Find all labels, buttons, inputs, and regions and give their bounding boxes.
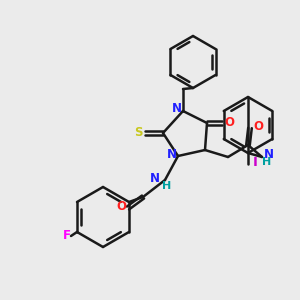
Text: F: F xyxy=(63,230,71,242)
Text: N: N xyxy=(264,148,274,160)
Text: O: O xyxy=(116,200,126,214)
Text: N: N xyxy=(167,148,177,161)
Text: H: H xyxy=(162,181,172,191)
Text: I: I xyxy=(253,155,257,169)
Text: N: N xyxy=(172,103,182,116)
Text: O: O xyxy=(253,121,263,134)
Text: H: H xyxy=(262,157,272,167)
Text: S: S xyxy=(134,125,142,139)
Text: O: O xyxy=(224,116,234,128)
Text: N: N xyxy=(150,172,160,185)
